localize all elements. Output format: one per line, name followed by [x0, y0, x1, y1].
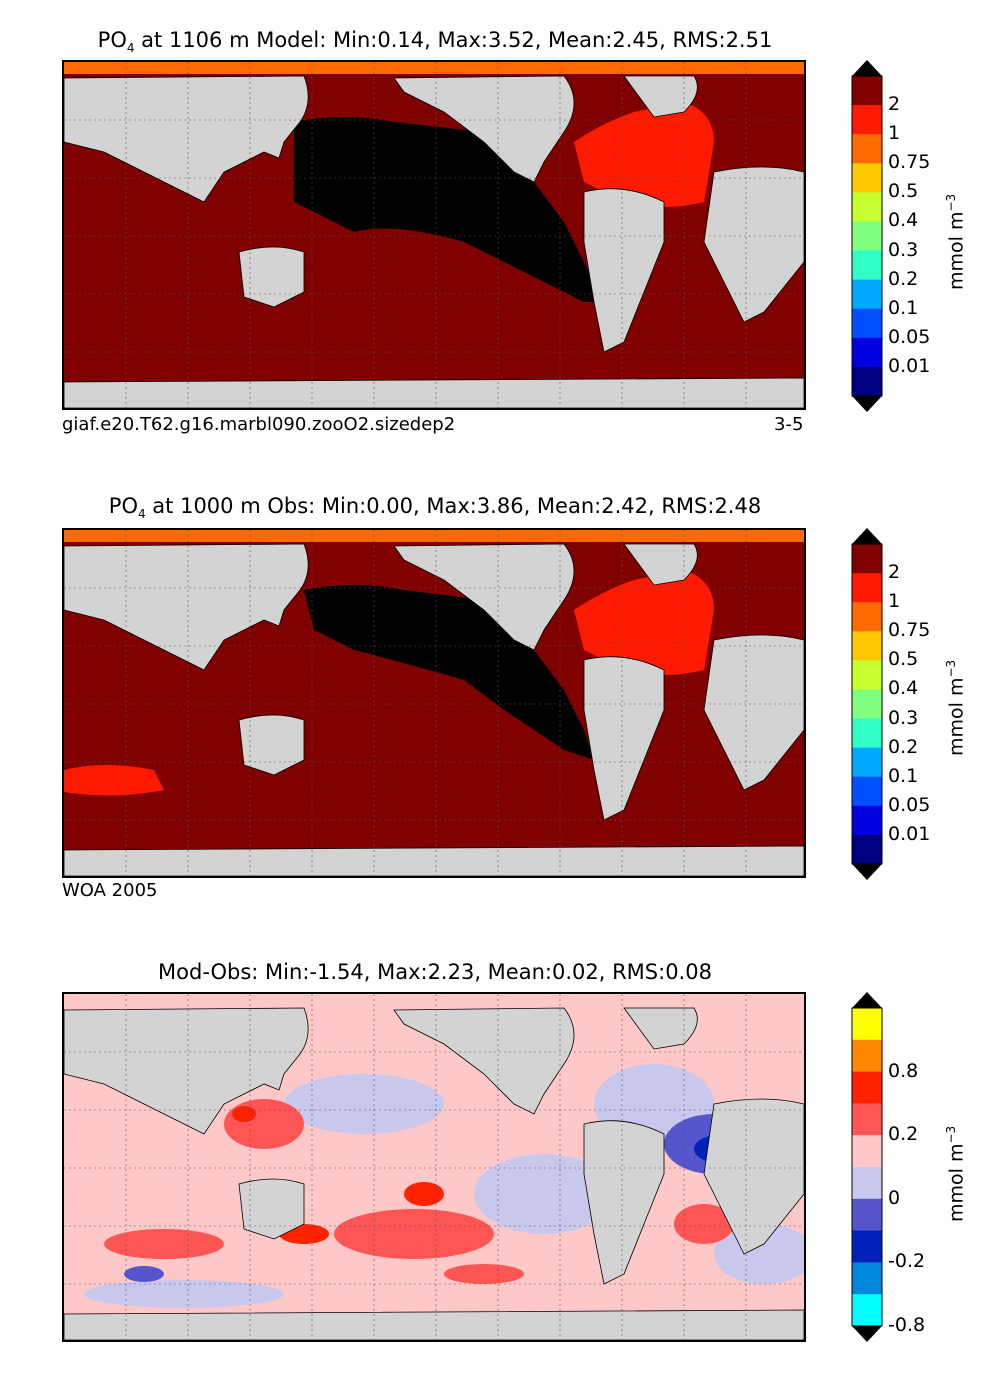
panel-obs: PO4 at 1000 m Obs: Min:0.00, Max:3.86, M…	[0, 466, 996, 926]
colorbar-segment	[852, 776, 882, 807]
colorbar-under-arrow	[852, 864, 882, 880]
colorbar-tick-label: 0.01	[888, 354, 931, 377]
colorbar-segment	[852, 337, 882, 368]
colorbar-tick-label: 0.75	[888, 151, 931, 174]
colorbar-tick-label: 0.01	[888, 822, 931, 845]
colorbar-segment	[852, 1167, 882, 1200]
colorbar-tick-label: 2	[888, 93, 901, 116]
colorbar-tick-label: 0.2	[888, 267, 919, 290]
panel-title: PO4 at 1106 m Model: Min:0.14, Max:3.52,…	[97, 28, 773, 56]
colorbar-tick-label: 0.4	[888, 677, 919, 700]
panel-title: Mod-Obs: Min:-1.54, Max:2.23, Mean:0.02,…	[158, 960, 712, 984]
map-diff	[62, 992, 806, 1342]
colorbar-under-arrow	[852, 1326, 882, 1342]
colorbar-segment	[852, 1230, 882, 1263]
colorbar-segment	[852, 1103, 882, 1136]
colorbar-over-arrow	[852, 528, 882, 544]
colorbar-svg	[851, 60, 883, 412]
colorbar-tick-label: 0.2	[888, 735, 919, 758]
colorbar-tick-label: 0.3	[888, 238, 919, 261]
colorbar-segment	[852, 1198, 882, 1232]
colorbar-tick-label: 0.75	[888, 619, 931, 642]
pacific-high-region	[294, 117, 604, 302]
map-grid	[64, 994, 804, 1340]
panel-title: PO4 at 1000 m Obs: Min:0.00, Max:3.86, M…	[108, 494, 762, 522]
colorbar-svg	[851, 528, 883, 880]
colorbar-tick-label: 2	[888, 561, 901, 584]
colorbar-segment	[852, 1008, 882, 1041]
colorbar-over-arrow	[852, 992, 882, 1008]
colorbar-segment	[852, 631, 882, 661]
map-grid	[64, 530, 804, 876]
colorbar-segment	[852, 660, 882, 690]
colorbar-tick-label: 0.4	[888, 209, 919, 232]
colorbar-segment	[852, 1071, 882, 1104]
colorbar-segment	[852, 134, 882, 164]
footer-source: WOA 2005	[62, 880, 158, 901]
colorbar-segment	[852, 1039, 882, 1073]
colorbar-tick-label: 0.1	[888, 296, 919, 319]
colorbar-tick-label: -0.8	[888, 1314, 926, 1336]
colorbar-obs	[851, 528, 883, 880]
panel-model: PO4 at 1106 m Model: Min:0.14, Max:3.52,…	[0, 0, 996, 460]
colorbar-tick-label: 1	[888, 122, 901, 145]
atlantic-region	[574, 570, 714, 675]
colorbar-unit: mmol m−3	[944, 193, 968, 290]
colorbar-over-arrow	[852, 60, 882, 76]
colorbar-segment	[852, 1135, 882, 1168]
colorbar-segment	[852, 718, 882, 749]
colorbar-segment	[852, 834, 882, 865]
colorbar-segment	[852, 544, 882, 574]
footer-years: 3-5	[774, 414, 804, 435]
colorbar-tick-label: 0.05	[888, 325, 931, 348]
footer-run-name: giaf.e20.T62.g16.marbl090.zooO2.sizedep2	[62, 414, 456, 435]
colorbar-tick-label: 0.5	[888, 180, 919, 203]
colorbar-tick-label: 0.5	[888, 648, 919, 671]
colorbar-segment	[852, 1294, 882, 1327]
colorbar-segment	[852, 192, 882, 222]
colorbar-segment	[852, 279, 882, 310]
panel-diff: Mod-Obs: Min:-1.54, Max:2.23, Mean:0.02,…	[0, 932, 996, 1372]
colorbar-segment	[852, 747, 882, 778]
colorbar-segment	[852, 602, 882, 632]
colorbar-tick-label: -0.2	[888, 1250, 926, 1273]
colorbar-segment	[852, 573, 882, 603]
colorbar-tick-label: 0	[888, 1186, 901, 1209]
map-grid	[64, 62, 804, 408]
colorbar-tick-label: 0.05	[888, 793, 931, 816]
colorbar-tick-label: 0.8	[888, 1059, 919, 1082]
colorbar-tick-label: 1	[888, 590, 901, 613]
colorbar-segment	[852, 163, 882, 193]
colorbar-model	[851, 60, 883, 412]
colorbar-segment	[852, 689, 882, 720]
colorbar-segment	[852, 1262, 882, 1295]
colorbar-tick-label: 0.2	[888, 1123, 919, 1146]
colorbar-tick-label: 0.1	[888, 764, 919, 787]
colorbar-svg	[851, 992, 883, 1342]
map-obs	[62, 528, 806, 878]
colorbar-under-arrow	[852, 396, 882, 412]
colorbar-tick-label: 0.3	[888, 706, 919, 729]
colorbar-segment	[852, 221, 882, 252]
colorbar-unit: mmol m−3	[944, 1125, 968, 1222]
colorbar-diff	[851, 992, 883, 1342]
map-model	[62, 60, 806, 410]
colorbar-segment	[852, 250, 882, 281]
colorbar-segment	[852, 805, 882, 836]
atlantic-region	[574, 102, 714, 207]
colorbar-segment	[852, 76, 882, 106]
colorbar-segment	[852, 308, 882, 339]
colorbar-segment	[852, 105, 882, 135]
colorbar-unit: mmol m−3	[944, 659, 968, 756]
colorbar-segment	[852, 366, 882, 397]
